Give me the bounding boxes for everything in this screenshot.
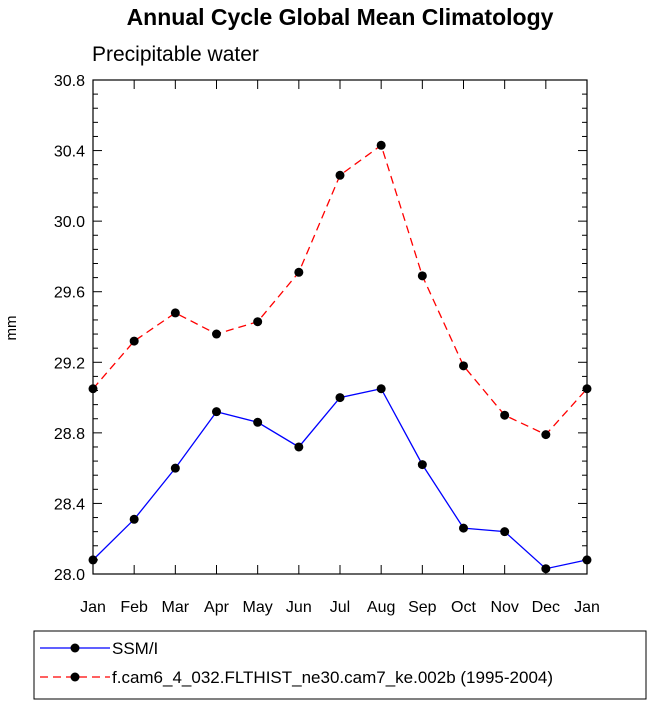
y-tick-label: 28.0 (54, 567, 85, 584)
data-point (88, 555, 98, 565)
legend-label-1: f.cam6_4_032.FLTHIST_ne30.cam7_ke.002b (… (112, 668, 553, 687)
x-tick-label: Sep (408, 599, 437, 616)
data-point (459, 523, 468, 533)
data-point (500, 527, 510, 537)
y-tick-label: 28.8 (54, 426, 85, 443)
plot-frame (92, 79, 588, 575)
series-line-0 (92, 388, 588, 570)
data-point (417, 271, 427, 281)
data-point (500, 410, 510, 420)
x-tick-label: May (243, 599, 273, 616)
data-point (376, 140, 386, 150)
x-tick-label: Jan (80, 599, 106, 616)
data-point (253, 417, 263, 427)
chart-title: Annual Cycle Global Mean Climatology (127, 4, 554, 30)
data-point (129, 514, 139, 524)
x-tick-label: Jul (330, 599, 350, 616)
x-tick-label: Nov (490, 599, 518, 616)
y-tick-label: 30.4 (54, 144, 85, 161)
data-point (376, 384, 386, 394)
legend-marker-0 (70, 643, 80, 653)
x-tick-label: Oct (451, 599, 476, 616)
y-tick-label: 30.8 (54, 73, 85, 90)
data-point (541, 564, 551, 574)
data-point (170, 308, 180, 318)
data-point (294, 442, 304, 452)
x-tick-label: Apr (204, 599, 230, 616)
data-point (212, 407, 221, 417)
x-tick-label: Dec (532, 599, 560, 616)
data-point (170, 463, 180, 473)
data-point (335, 393, 345, 403)
series-line-1 (92, 144, 588, 436)
data-point (459, 361, 468, 371)
legend: SSM/I f.cam6_4_032.FLTHIST_ne30.cam7_ke.0… (33, 630, 647, 700)
data-point (541, 430, 551, 440)
chart-subtitle: Precipitable water (92, 43, 259, 66)
x-tick-label: Aug (367, 599, 395, 616)
x-tick-label: Mar (162, 599, 190, 616)
y-axis-label: mm (3, 316, 20, 341)
y-tick-label: 29.6 (54, 285, 85, 302)
data-point (212, 329, 221, 339)
legend-box (33, 630, 647, 700)
y-tick-label: 29.2 (54, 355, 85, 372)
legend-marker-1 (70, 672, 80, 682)
legend-label-0: SSM/I (112, 639, 158, 658)
data-point (253, 317, 263, 327)
x-tick-label: Jun (286, 599, 312, 616)
data-point (294, 267, 304, 277)
x-tick-label: Feb (120, 599, 148, 616)
y-tick-label: 28.4 (54, 496, 85, 513)
data-point (582, 384, 592, 394)
data-point (88, 384, 98, 394)
data-point (582, 555, 592, 565)
x-tick-label: Jan (574, 599, 600, 616)
y-tick-label: 30.0 (54, 214, 85, 231)
data-point (417, 460, 427, 470)
plot-area: 28.0 28.4 28.8 29.2 29.6 30.0 30.4 30.8 Jan Feb Ma… (54, 73, 600, 616)
data-point (335, 170, 345, 180)
data-point (129, 336, 139, 346)
